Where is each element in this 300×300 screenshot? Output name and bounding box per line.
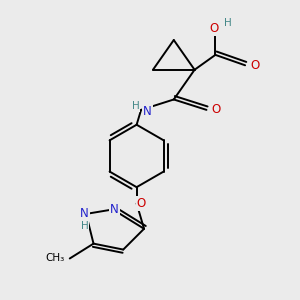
Text: O: O — [250, 59, 259, 72]
Text: N: N — [110, 203, 119, 216]
Text: N: N — [80, 207, 89, 220]
Text: N: N — [143, 105, 152, 118]
Text: CH₃: CH₃ — [45, 254, 64, 263]
Text: H: H — [224, 18, 232, 28]
Text: O: O — [212, 103, 220, 116]
Text: H: H — [81, 221, 88, 231]
Text: O: O — [136, 197, 146, 210]
Text: O: O — [209, 22, 218, 34]
Text: H: H — [132, 101, 140, 111]
